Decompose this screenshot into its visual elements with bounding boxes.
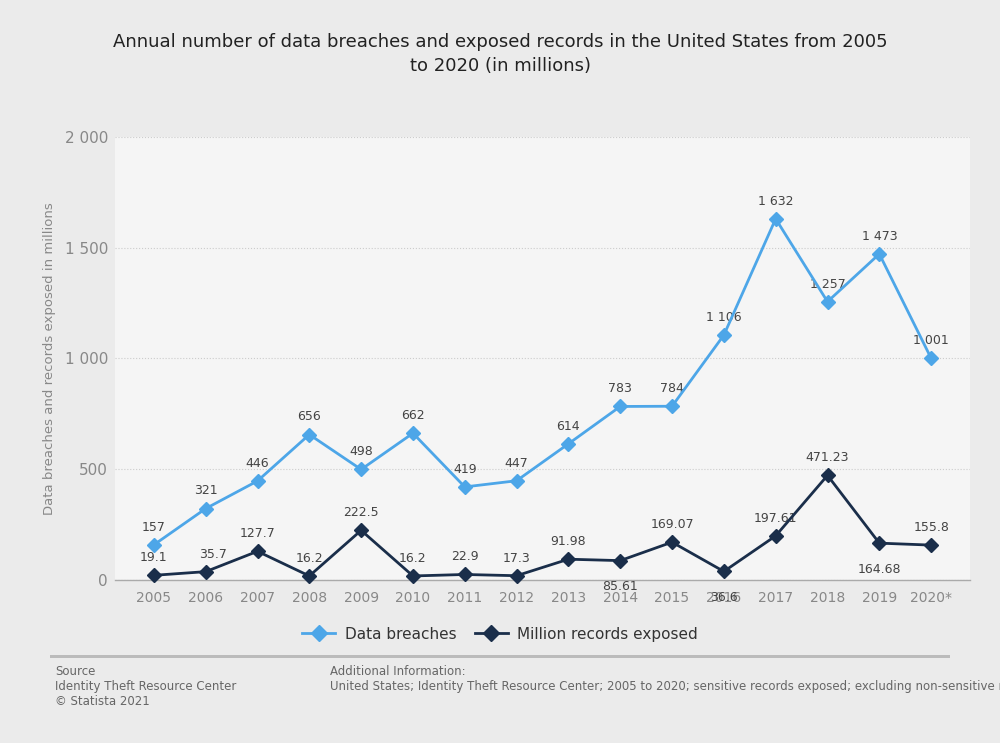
Text: 1 001: 1 001 [913, 334, 949, 347]
Text: Additional Information:
United States; Identity Theft Resource Center; 2005 to 2: Additional Information: United States; I… [330, 665, 1000, 693]
Text: Source
Identity Theft Resource Center
© Statista 2021: Source Identity Theft Resource Center © … [55, 665, 236, 708]
Text: 197.61: 197.61 [754, 512, 797, 525]
Y-axis label: Data breaches and records exposed in millions: Data breaches and records exposed in mil… [43, 202, 56, 515]
Text: 662: 662 [401, 409, 425, 422]
Text: 222.5: 222.5 [343, 506, 379, 519]
Text: 1 632: 1 632 [758, 195, 793, 208]
Text: 656: 656 [297, 410, 321, 424]
Text: 16.2: 16.2 [296, 552, 323, 565]
Text: 85.61: 85.61 [602, 580, 638, 593]
Text: 164.68: 164.68 [858, 562, 901, 576]
Text: 36.6: 36.6 [710, 591, 738, 604]
Text: 16.2: 16.2 [399, 552, 427, 565]
Text: 419: 419 [453, 463, 477, 476]
Text: 157: 157 [142, 521, 166, 533]
Text: 446: 446 [246, 457, 269, 470]
Text: 471.23: 471.23 [806, 451, 849, 464]
Text: 19.1: 19.1 [140, 551, 168, 564]
Text: 784: 784 [660, 382, 684, 395]
Text: 127.7: 127.7 [240, 528, 275, 540]
Text: 91.98: 91.98 [551, 535, 586, 548]
Text: 35.7: 35.7 [199, 548, 227, 560]
Text: 169.07: 169.07 [650, 518, 694, 531]
Text: 17.3: 17.3 [503, 551, 530, 565]
Text: 22.9: 22.9 [451, 551, 479, 563]
Text: 1 106: 1 106 [706, 311, 742, 324]
Text: 1 257: 1 257 [810, 278, 845, 291]
Text: 155.8: 155.8 [913, 521, 949, 534]
Legend: Data breaches, Million records exposed: Data breaches, Million records exposed [296, 620, 704, 648]
Text: 1 473: 1 473 [862, 230, 897, 243]
Text: 447: 447 [505, 457, 528, 470]
Text: 783: 783 [608, 383, 632, 395]
Text: 321: 321 [194, 484, 217, 498]
Text: 614: 614 [557, 420, 580, 432]
Text: Annual number of data breaches and exposed records in the United States from 200: Annual number of data breaches and expos… [113, 33, 887, 75]
Text: 498: 498 [349, 445, 373, 458]
